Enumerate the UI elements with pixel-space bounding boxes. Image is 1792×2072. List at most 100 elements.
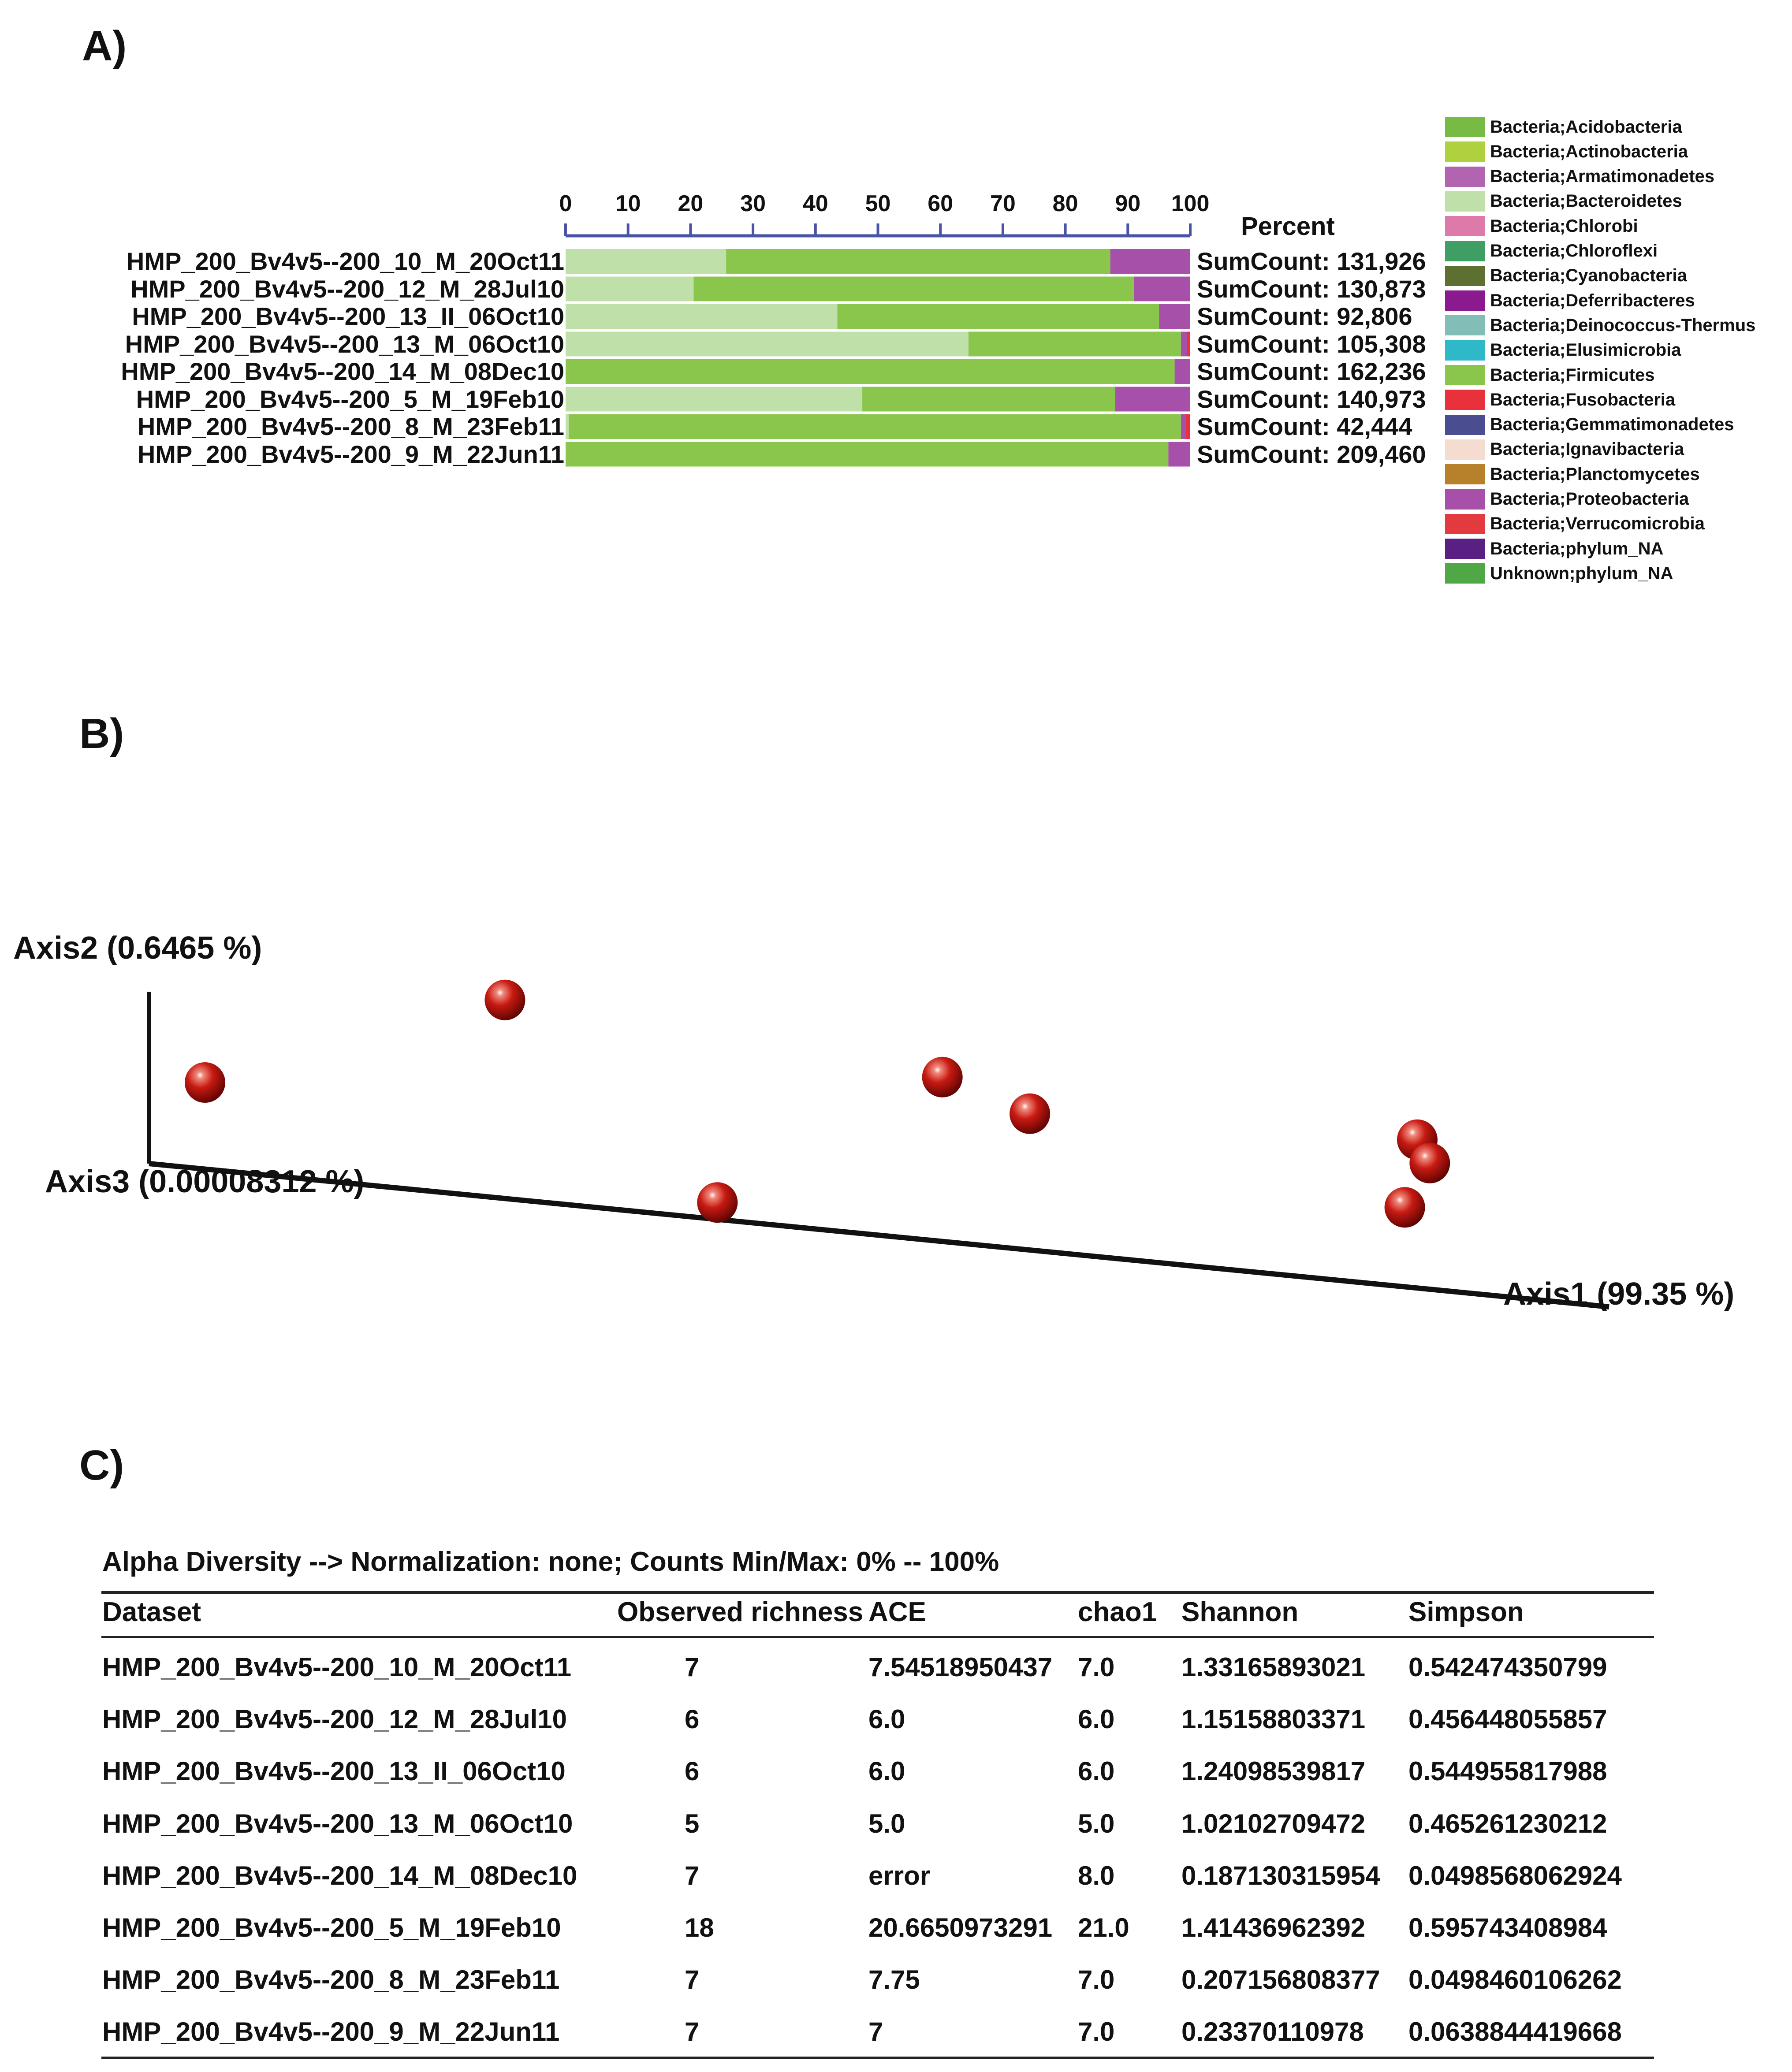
legend-swatch — [1445, 489, 1485, 510]
legend-swatch — [1445, 539, 1485, 559]
x-tick-label: 10 — [615, 191, 641, 216]
table-cell: 7 — [868, 2017, 883, 2047]
legend-label: Unknown;phylum_NA — [1490, 563, 1673, 583]
table-cell: 6 — [685, 1704, 700, 1734]
bar-segment — [1134, 276, 1190, 301]
legend-swatch — [1445, 513, 1485, 534]
bar-segment — [693, 276, 1134, 301]
table-cell: 0.542474350799 — [1408, 1652, 1607, 1682]
table-cell: 0.544955817988 — [1408, 1756, 1607, 1786]
legend-label: Bacteria;Chlorobi — [1490, 216, 1638, 236]
x-tick-label: 70 — [990, 191, 1016, 216]
table-cell: 0.595743408984 — [1408, 1913, 1607, 1942]
table-cell: 5.0 — [1078, 1808, 1115, 1838]
legend-item: Unknown;phylum_NA — [1445, 563, 1673, 584]
legend-label: Bacteria;phylum_NA — [1490, 539, 1664, 558]
pcoa-point — [185, 1062, 225, 1103]
sample-label: HMP_200_Bv4v5--200_8_M_23Feb11 — [137, 413, 564, 440]
axis1-line — [149, 1161, 1609, 1309]
pcoa-point — [697, 1182, 738, 1223]
bar-chart-svg — [564, 223, 1192, 467]
sumcount-label: SumCount: 162,236 — [1197, 357, 1426, 385]
table-cell: 7 — [685, 1652, 700, 1682]
column-header: Simpson — [1408, 1597, 1524, 1627]
table-cell-dataset: HMP_200_Bv4v5--200_13_M_06Oct10 — [102, 1808, 573, 1838]
table-cell: 5.0 — [868, 1808, 905, 1838]
table-cell-dataset: HMP_200_Bv4v5--200_9_M_22Jun11 — [102, 2017, 560, 2047]
pcoa-point — [922, 1056, 963, 1097]
table-cell: 1.41436962392 — [1181, 1913, 1366, 1942]
column-header: Dataset — [102, 1597, 201, 1627]
table-cell: 5 — [685, 1808, 700, 1838]
legend-swatch — [1445, 439, 1485, 460]
bar-segment — [566, 359, 1175, 384]
x-axis-label: Percent — [1241, 212, 1335, 241]
legend-label: Bacteria;Cyanobacteria — [1490, 266, 1687, 286]
table-cell-dataset: HMP_200_Bv4v5--200_13_II_06Oct10 — [102, 1756, 566, 1786]
bar-segment — [569, 414, 1181, 439]
legend-label: Bacteria;Deferribacteres — [1490, 290, 1695, 310]
table-cell: 7 — [685, 2017, 700, 2047]
legend-item: Bacteria;Chloroflexi — [1445, 241, 1658, 262]
table-cell: 6 — [685, 1756, 700, 1786]
legend-item: Bacteria;Firmicutes — [1445, 365, 1654, 386]
legend-label: Bacteria;Acidobacteria — [1490, 117, 1682, 137]
table-cell: 18 — [685, 1913, 714, 1942]
axis1-label: Axis1 (99.35 %) — [1503, 1276, 1735, 1312]
legend-swatch — [1445, 117, 1485, 137]
legend-item: Bacteria;Fusobacteria — [1445, 389, 1675, 410]
x-tick-label: 80 — [1052, 191, 1078, 216]
x-tick-label: 100 — [1171, 191, 1210, 216]
x-tick-label: 90 — [1115, 191, 1141, 216]
x-tick-label: 0 — [559, 191, 572, 216]
bar-segment — [1181, 414, 1186, 439]
table-cell: 6.0 — [1078, 1704, 1115, 1734]
sumcount-label: SumCount: 105,308 — [1197, 330, 1426, 358]
table-bottom-rule — [101, 2057, 1654, 2059]
table-cell-dataset: HMP_200_Bv4v5--200_14_M_08Dec10 — [102, 1860, 577, 1890]
bar-segment — [837, 304, 1159, 329]
column-header: Observed richness — [617, 1597, 864, 1627]
bar-segment — [968, 331, 1181, 357]
table-cell: 7.0 — [1078, 2017, 1115, 2047]
bar-segment — [862, 387, 1115, 412]
legend-label: Bacteria;Firmicutes — [1490, 365, 1655, 385]
sample-label: HMP_200_Bv4v5--200_13_M_06Oct10 — [125, 330, 564, 358]
legend-swatch — [1445, 166, 1485, 187]
table-cell: 8.0 — [1078, 1860, 1115, 1890]
sumcount-label: SumCount: 92,806 — [1197, 302, 1412, 330]
sample-label: HMP_200_Bv4v5--200_5_M_19Feb10 — [136, 385, 564, 413]
legend-item: Bacteria;Deferribacteres — [1445, 290, 1695, 311]
legend-swatch — [1445, 390, 1485, 410]
bar-segment — [1187, 331, 1190, 357]
legend-item: Bacteria;Armatimonadetes — [1445, 166, 1714, 187]
table-cell: 0.187130315954 — [1181, 1860, 1380, 1890]
legend-item: Bacteria;Acidobacteria — [1445, 116, 1682, 138]
legend-swatch — [1445, 265, 1485, 286]
legend-item: Bacteria;Planctomycetes — [1445, 464, 1700, 485]
x-tick-label: 40 — [802, 191, 828, 216]
legend-item: Bacteria;Gemmatimonadetes — [1445, 414, 1734, 435]
table-cell: 1.24098539817 — [1181, 1756, 1366, 1786]
bar-segment — [1174, 359, 1190, 384]
sample-label: HMP_200_Bv4v5--200_12_M_28Jul10 — [130, 275, 564, 303]
legend-label: Bacteria;Proteobacteria — [1490, 489, 1689, 509]
legend-item: Bacteria;Chlorobi — [1445, 216, 1638, 237]
pcoa-point — [1409, 1142, 1450, 1183]
legend-swatch — [1445, 563, 1485, 584]
legend-swatch — [1445, 315, 1485, 336]
table-caption: Alpha Diversity --> Normalization: none;… — [102, 1547, 999, 1577]
table-cell-dataset: HMP_200_Bv4v5--200_12_M_28Jul10 — [102, 1704, 567, 1734]
x-tick-label: 50 — [865, 191, 891, 216]
table-cell: 1.33165893021 — [1181, 1652, 1366, 1682]
legend-swatch — [1445, 141, 1485, 162]
x-tick-label: 30 — [740, 191, 766, 216]
table-cell: 0.0498568062924 — [1408, 1860, 1622, 1890]
table-cell: 0.207156808377 — [1181, 1965, 1380, 1995]
legend-item: Bacteria;Cyanobacteria — [1445, 265, 1687, 286]
legend-swatch — [1445, 464, 1485, 485]
panel-label-c: C) — [79, 1442, 124, 1489]
x-tick-label: 20 — [678, 191, 704, 216]
table-cell: 6.0 — [868, 1756, 905, 1786]
sumcount-label: SumCount: 42,444 — [1197, 413, 1412, 440]
